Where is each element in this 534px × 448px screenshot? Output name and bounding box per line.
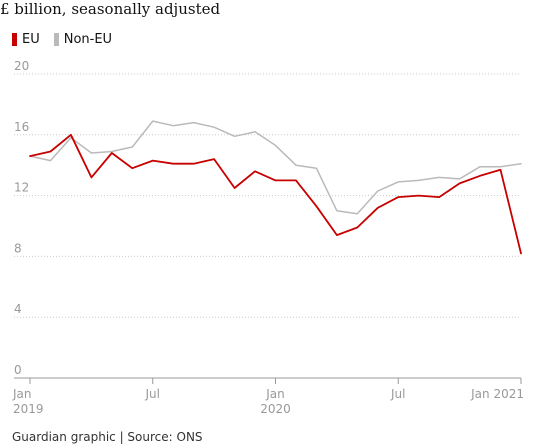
legend-label-non-eu: Non-EU [63, 32, 113, 47]
x-tick-year-label: 2020 [260, 402, 291, 416]
legend-swatch-eu [12, 33, 17, 46]
legend-swatch-non-eu [53, 33, 59, 46]
chart-subtitle: £ billion, seasonally adjusted [0, 0, 221, 18]
x-tick-label: Jul [390, 387, 405, 401]
x-tick-label: Jan [12, 387, 32, 401]
series-line-non-eu [29, 120, 522, 215]
legend-item-non-eu: Non-EU [53, 32, 113, 47]
y-tick-label: 0 [14, 363, 22, 377]
legend-item-eu: EU [12, 32, 40, 47]
footer-source: Guardian graphic | Source: ONS [12, 430, 203, 444]
y-tick-label: 16 [14, 120, 29, 134]
y-tick-label: 12 [14, 181, 29, 195]
y-tick-label: 4 [14, 302, 22, 316]
legend: EU Non-EU [12, 32, 112, 47]
x-tick-label: Jan 2021 [470, 387, 524, 401]
y-tick-label: 8 [14, 241, 22, 255]
x-tick-label: Jul [145, 387, 160, 401]
series-line-eu [29, 133, 522, 255]
x-tick-label: Jan [265, 387, 285, 401]
legend-label-eu: EU [22, 32, 40, 47]
y-tick-label: 20 [14, 59, 29, 73]
x-tick-year-label: 2019 [13, 402, 44, 416]
